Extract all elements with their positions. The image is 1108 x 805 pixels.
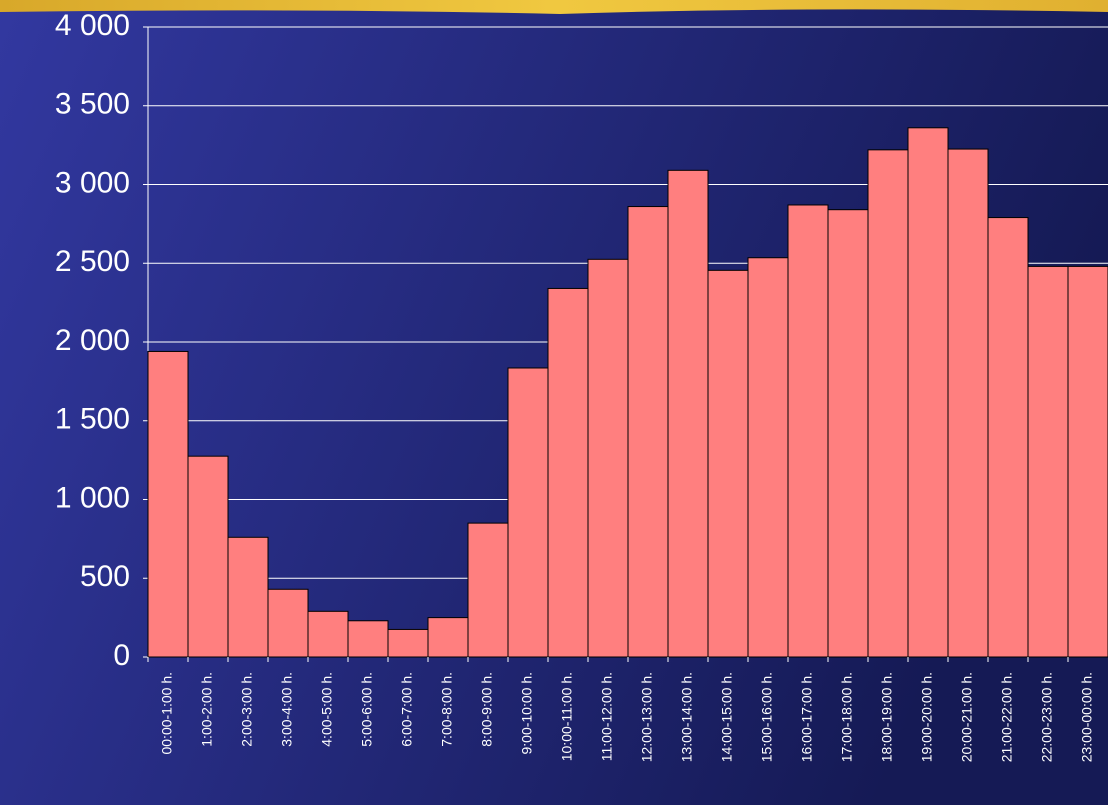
x-tick-label: 17:00-18:00 h. xyxy=(839,672,855,762)
y-tick-label: 500 xyxy=(80,560,130,593)
y-tick-label: 1 500 xyxy=(55,403,130,436)
x-tick-label: 3:00-4:00 h. xyxy=(279,672,295,747)
bar xyxy=(387,628,429,658)
x-tick-label: 1:00-2:00 h. xyxy=(199,672,215,747)
x-tick-label: 13:00-14:00 h. xyxy=(679,672,695,762)
x-tick-label: 4:00-5:00 h. xyxy=(319,672,335,747)
x-tick-label: 20:00-21:00 h. xyxy=(959,672,975,762)
x-tick-label: 19:00-20:00 h. xyxy=(919,672,935,762)
y-tick-label: 3 000 xyxy=(55,166,130,199)
bar xyxy=(587,258,629,658)
x-tick-label: 12:00-13:00 h. xyxy=(639,672,655,762)
bar xyxy=(187,455,229,658)
bar xyxy=(267,588,309,658)
x-tick-label: 6:00-7:00 h. xyxy=(399,672,415,747)
bar xyxy=(947,148,989,658)
bar xyxy=(627,206,669,658)
x-tick-label: 00:00-1:00 h. xyxy=(159,672,175,755)
banner xyxy=(0,0,1108,14)
x-tick-label: 14:00-15:00 h. xyxy=(719,672,735,762)
bar xyxy=(147,350,189,658)
bar xyxy=(867,149,909,658)
bar xyxy=(907,127,949,658)
bar xyxy=(507,367,549,658)
x-tick-label: 5:00-6:00 h. xyxy=(359,672,375,747)
bar xyxy=(307,610,349,658)
y-tick-label: 2 000 xyxy=(55,324,130,357)
y-tick-label: 4 000 xyxy=(55,9,130,42)
y-tick-label: 0 xyxy=(113,639,130,672)
bar xyxy=(427,617,469,658)
bar xyxy=(747,257,789,658)
x-tick-label: 22:00-23:00 h. xyxy=(1039,672,1055,762)
bar xyxy=(707,269,749,658)
bar xyxy=(1067,265,1108,658)
bar xyxy=(467,522,509,658)
x-tick-label: 10:00-11:00 h. xyxy=(559,672,575,761)
x-tick-label: 2:00-3:00 h. xyxy=(239,672,255,747)
bar xyxy=(827,209,869,658)
x-tick-label: 15:00-16:00 h. xyxy=(759,672,775,762)
x-tick-label: 18:00-19:00 h. xyxy=(879,672,895,762)
bar xyxy=(227,536,269,658)
x-tick-label: 16:00-17:00 h. xyxy=(799,672,815,762)
bar xyxy=(987,217,1029,658)
bar xyxy=(667,169,709,658)
x-tick-label: 23:00-00:00 h. xyxy=(1079,672,1095,762)
y-tick-label: 1 000 xyxy=(55,481,130,514)
bar xyxy=(347,620,389,658)
x-tick-label: 8:00-9:00 h. xyxy=(479,672,495,747)
x-tick-label: 21:00-22:00 h. xyxy=(999,672,1015,762)
y-tick-label: 2 500 xyxy=(55,245,130,278)
x-tick-label: 7:00-8:00 h. xyxy=(439,672,455,747)
y-tick-label: 3 500 xyxy=(55,88,130,121)
bar xyxy=(547,287,589,658)
x-tick-label: 11:00-12:00 h. xyxy=(599,672,615,761)
bar xyxy=(1027,265,1069,658)
x-tick-label: 9:00-10:00 h. xyxy=(519,672,535,755)
bar xyxy=(787,204,829,658)
